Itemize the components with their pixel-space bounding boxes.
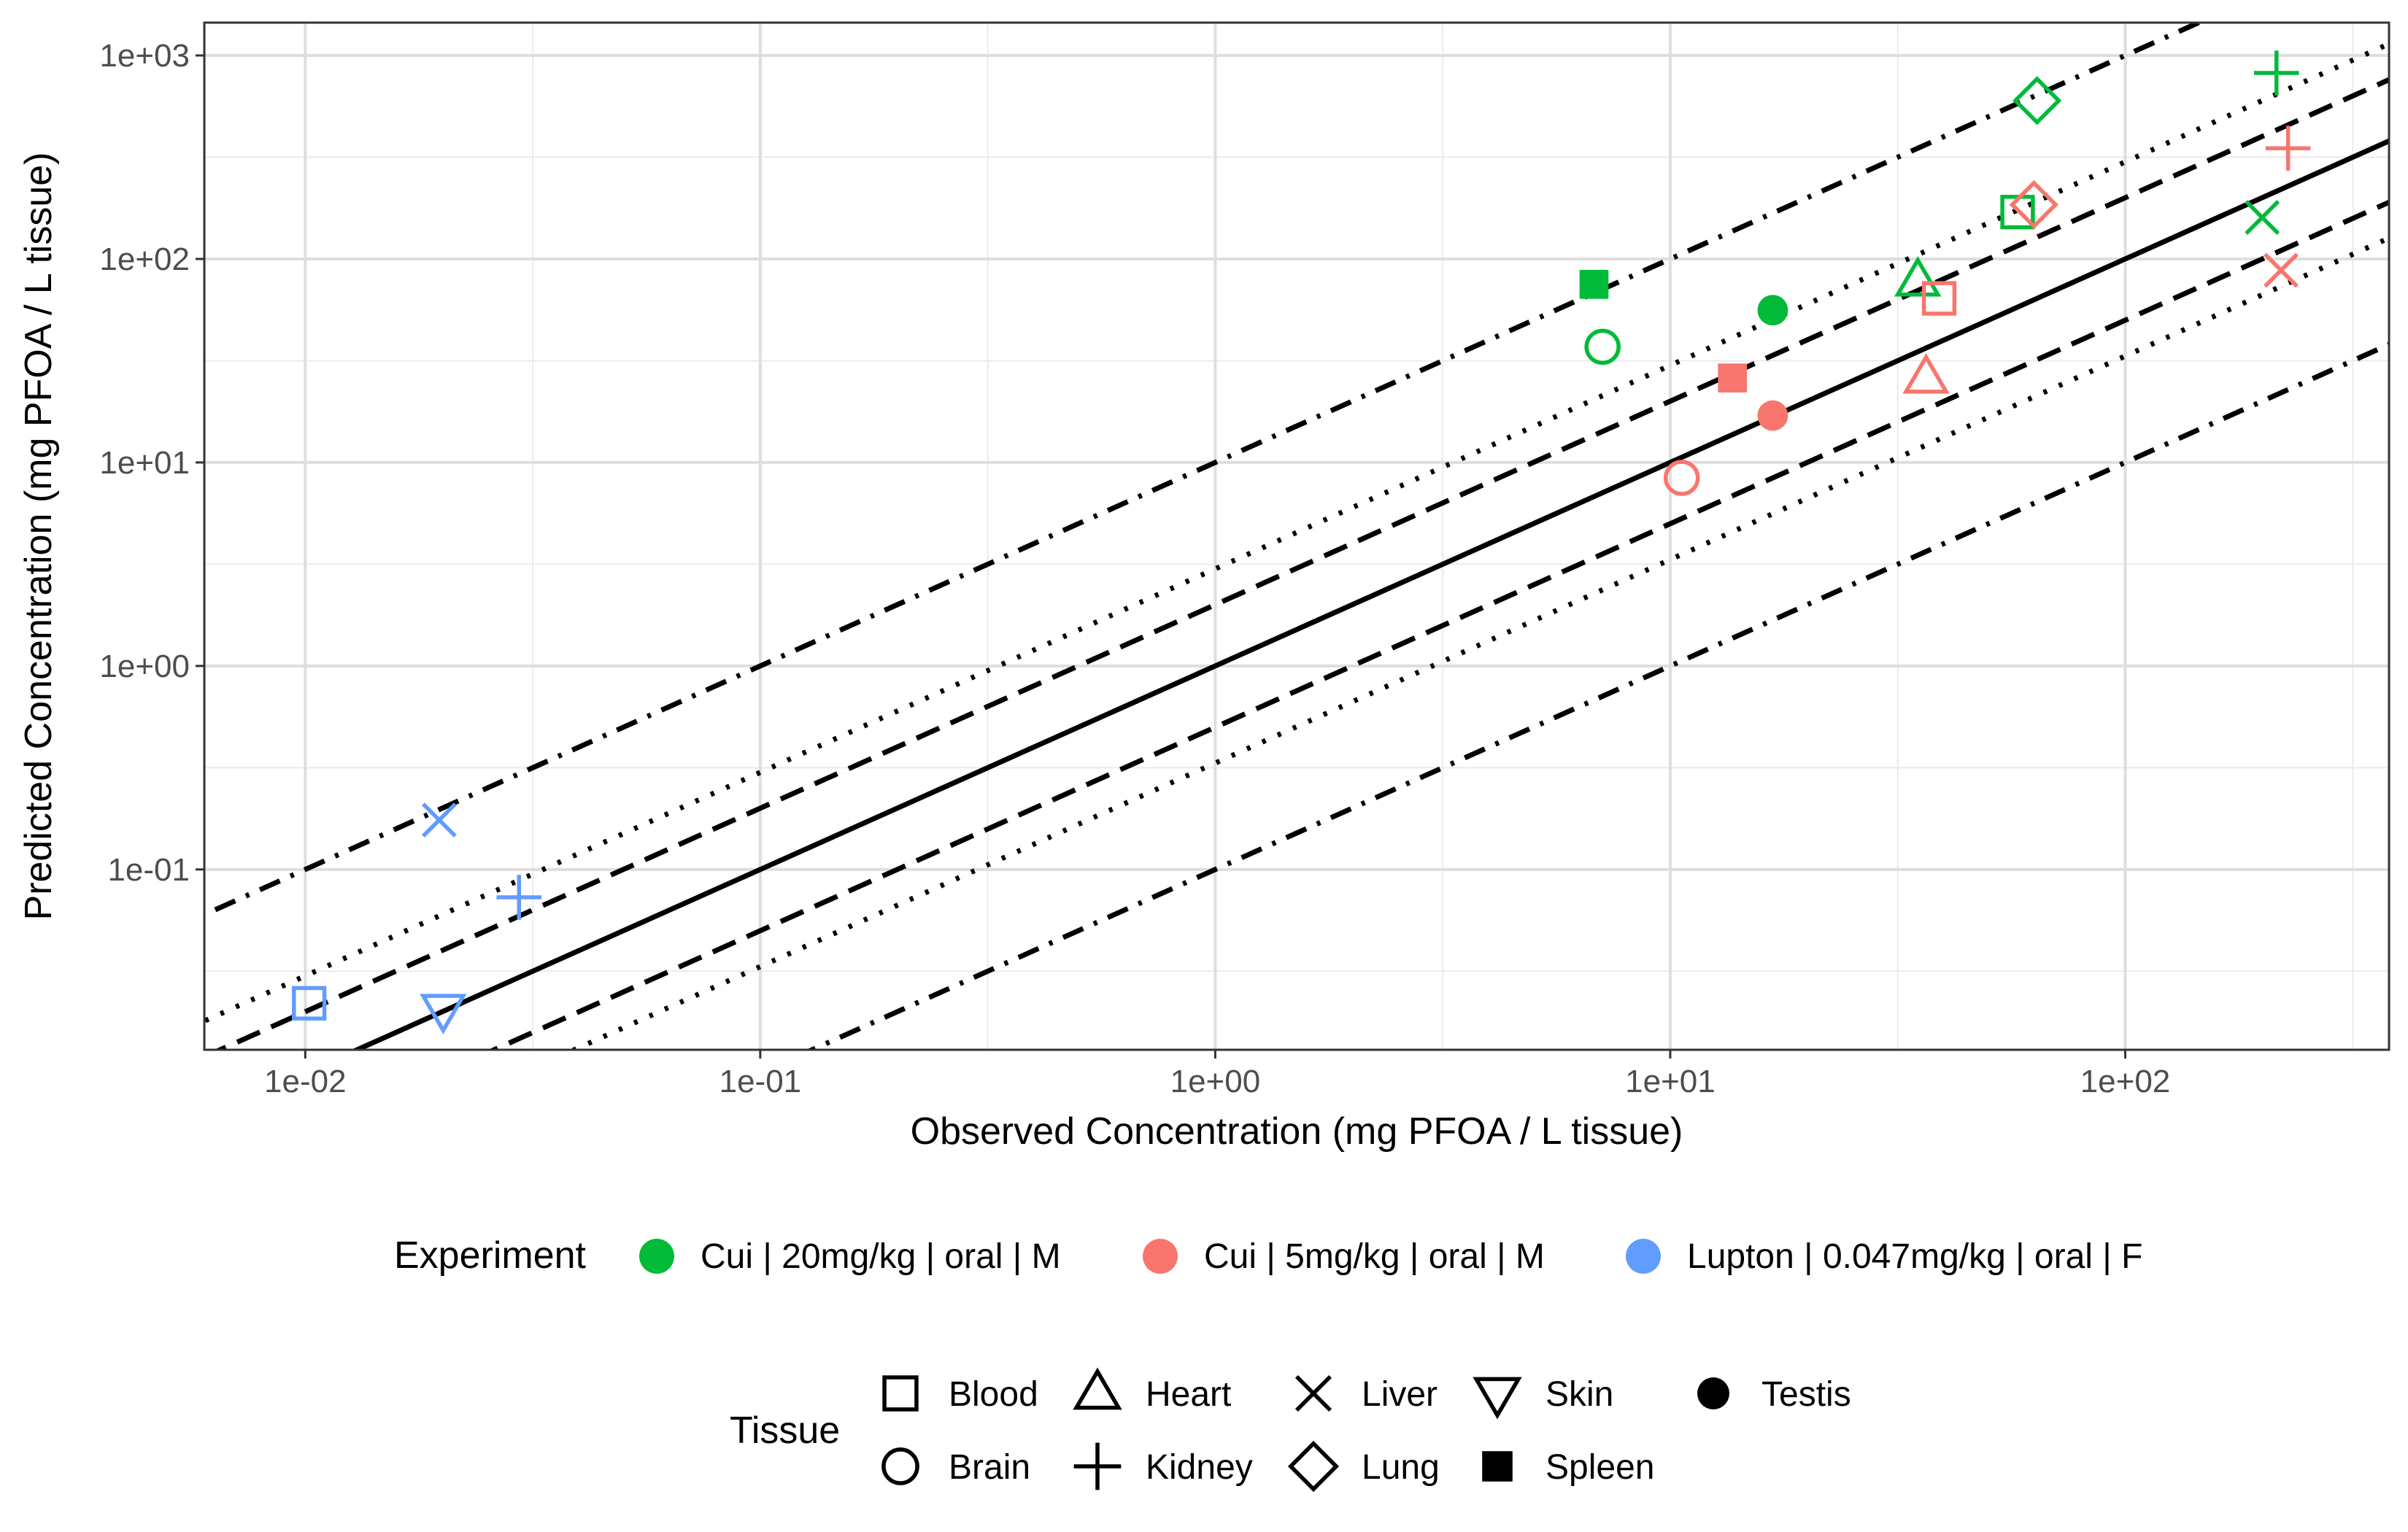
x-tick-label: 1e-01 xyxy=(719,1064,802,1099)
legend-label-tissue: Kidney xyxy=(1146,1448,1253,1487)
grid xyxy=(204,23,2389,1050)
legend-label-tissue: Lung xyxy=(1362,1448,1440,1487)
reference-line-solid xyxy=(350,138,2389,1050)
tissue-legend: Tissue Blood Brain Heart Kidney Liver Lung Ski… xyxy=(730,1367,1851,1493)
reference-line-dashed xyxy=(487,199,2389,1050)
legend-key-kidney xyxy=(1073,1442,1122,1490)
legend-key-brain xyxy=(881,1447,919,1485)
y-tick-label: 1e+00 xyxy=(99,649,190,684)
legend-key-lung xyxy=(1287,1440,1340,1493)
data-point-kidney xyxy=(2253,50,2299,96)
legend-label-tissue: Blood xyxy=(949,1375,1038,1414)
legend-label-tissue: Heart xyxy=(1146,1375,1231,1414)
reference-lines xyxy=(204,23,2389,1050)
data-point-skin xyxy=(420,994,467,1034)
legend-key-spleen xyxy=(1482,1451,1513,1482)
data-point-liver xyxy=(2245,200,2280,235)
experiment-legend-title: Experiment xyxy=(394,1234,587,1277)
data-point-blood xyxy=(1921,281,1957,316)
y-tick-label: 1e+03 xyxy=(99,38,190,74)
data-point-heart xyxy=(1894,255,1942,297)
x-axis-title: Observed Concentration (mg PFOA / L tiss… xyxy=(911,1110,1683,1153)
data-point-heart xyxy=(1902,353,1950,394)
data-point-brain xyxy=(1584,328,1621,365)
legend-label-experiment: Cui | 20mg/kg | oral | M xyxy=(701,1237,1061,1276)
tissue-legend-title: Tissue xyxy=(730,1409,840,1452)
legend-key-cui-5mg-kg-oral-m xyxy=(1143,1239,1178,1274)
y-axis-ticks: 1e-01 1e+00 1e+01 1e+02 1e+03 xyxy=(99,38,204,888)
legend-key-blood xyxy=(882,1375,919,1412)
data-point-brain xyxy=(1663,460,1700,496)
data-point-kidney xyxy=(496,875,542,920)
legend-label-tissue: Brain xyxy=(949,1448,1030,1487)
data-point-liver xyxy=(421,802,457,837)
legend-key-skin xyxy=(1473,1377,1522,1420)
data-point-spleen xyxy=(1718,363,1747,392)
data-point-liver xyxy=(2264,252,2299,288)
legend-key-testis xyxy=(1697,1377,1729,1409)
reference-line-dotdash xyxy=(806,341,2389,1050)
data-point-testis xyxy=(1757,400,1788,431)
data-point-testis xyxy=(1757,295,1788,326)
x-tick-label: 1e+01 xyxy=(1625,1064,1716,1099)
legend-label-experiment: Lupton | 0.047mg/kg | oral | F xyxy=(1687,1237,2142,1276)
data-point-spleen xyxy=(1579,270,1609,299)
y-tick-label: 1e+01 xyxy=(99,445,190,481)
legend-label-tissue: Skin xyxy=(1545,1375,1613,1414)
data-point-lung xyxy=(2013,76,2062,125)
legend-key-lupton-0-047mg-kg-oral-f xyxy=(1626,1239,1661,1274)
legend-key-cui-20mg-kg-oral-m xyxy=(639,1239,674,1274)
data-point-blood xyxy=(292,986,327,1021)
legend-label-experiment: Cui | 5mg/kg | oral | M xyxy=(1204,1237,1545,1276)
legend-label-tissue: Spleen xyxy=(1545,1448,1654,1487)
x-tick-label: 1e+02 xyxy=(2080,1064,2171,1099)
y-axis-title: Predicted Concentration (mg PFOA / L tis… xyxy=(18,152,60,921)
experiment-legend: Experiment Cui | 20mg/kg | oral | M Cui |… xyxy=(394,1234,2142,1277)
data-point-lung xyxy=(2009,179,2058,230)
x-axis-ticks: 1e-02 1e-01 1e+00 1e+01 1e+02 xyxy=(264,1050,2170,1099)
reference-line-dotted xyxy=(204,41,2389,1024)
reference-line-dashed xyxy=(214,77,2389,1050)
y-tick-label: 1e-01 xyxy=(107,852,190,888)
x-tick-label: 1e-02 xyxy=(264,1064,347,1099)
y-tick-label: 1e+02 xyxy=(99,241,190,277)
reference-line-dotdash xyxy=(204,23,2205,918)
plot-panel-border xyxy=(203,21,2390,1051)
legend-key-heart xyxy=(1073,1367,1122,1410)
legend-label-tissue: Testis xyxy=(1761,1375,1851,1414)
data-points xyxy=(292,50,2311,1034)
legend-label-tissue: Liver xyxy=(1362,1375,1438,1414)
legend-key-liver xyxy=(1294,1374,1332,1412)
data-point-kidney xyxy=(2265,125,2311,171)
x-tick-label: 1e+00 xyxy=(1170,1064,1261,1099)
